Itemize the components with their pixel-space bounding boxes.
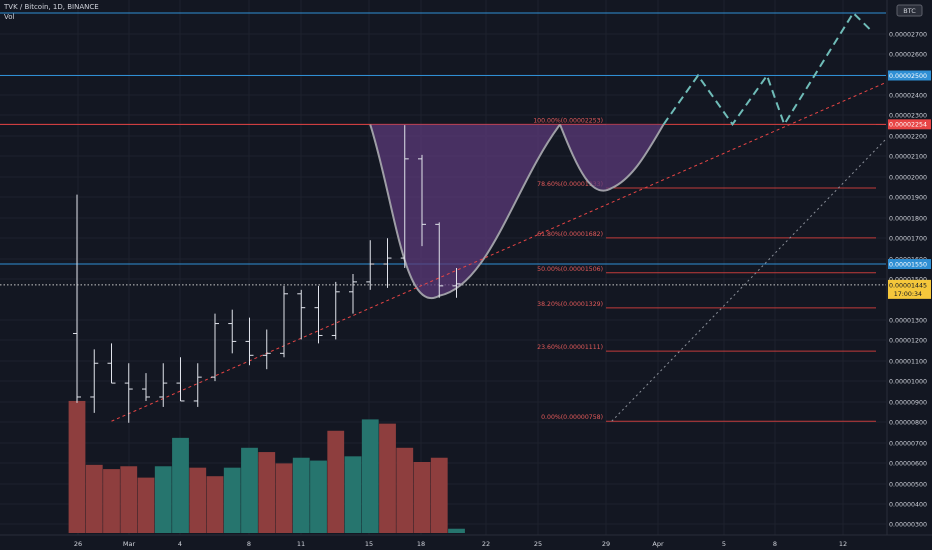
time-tick-label: 15 <box>365 540 373 548</box>
price-tick-label: 0.00002000 <box>889 175 927 182</box>
symbol-title[interactable]: TVK / Bitcoin, 1D, BINANCE <box>4 3 99 11</box>
volume-bars <box>68 400 465 533</box>
volume-bar <box>68 400 86 533</box>
price-tick-label: 0.00000600 <box>889 461 927 468</box>
fib-level-label: 0.00%(0.00000758) <box>541 414 603 421</box>
time-tick-label: Mar <box>123 540 136 548</box>
price-tick-label: 0.00000500 <box>889 482 927 489</box>
price-tick-label: 0.00001000 <box>889 379 927 386</box>
price-tick-label: 0.00002100 <box>889 154 927 161</box>
time-tick-label: 5 <box>722 540 726 548</box>
measured-move-line <box>611 138 887 422</box>
time-tick-label: 18 <box>417 540 425 548</box>
time-axis-panel <box>0 535 932 550</box>
price-tick-label: 0.00001300 <box>889 318 927 325</box>
cup-fill <box>370 124 560 299</box>
support-tag-blue-label: 0.00001550 <box>889 261 927 268</box>
volume-bar <box>223 467 241 533</box>
projection-path <box>662 11 872 127</box>
volume-bar <box>379 423 396 533</box>
candlesticks <box>73 125 461 423</box>
volume-bar <box>413 462 431 533</box>
volume-bar <box>172 437 189 533</box>
handle-outline <box>559 124 665 192</box>
price-tick-label: 0.00000300 <box>889 522 927 529</box>
volume-bar <box>85 464 103 533</box>
volume-bar <box>396 447 414 533</box>
time-tick-label: 8 <box>247 540 251 548</box>
price-tick-label: 0.00002400 <box>889 93 927 100</box>
time-tick-label: 11 <box>297 540 305 548</box>
volume-bar <box>189 467 207 533</box>
time-tick-label: 22 <box>482 540 490 548</box>
volume-bar <box>137 477 155 533</box>
time-tick-label: 12 <box>839 540 847 548</box>
currency-badge-label: BTC <box>903 7 916 15</box>
time-tick-label: 8 <box>773 540 777 548</box>
time-tick-label: Apr <box>652 540 664 548</box>
price-axis: 0.00002700 0.00002600 0.00002400 0.00002300… <box>886 0 932 535</box>
fib-level-label: 78.60%(0.00001933) <box>537 181 603 188</box>
last-price-tag <box>888 279 931 299</box>
last-price-label: 0.00001445 <box>889 282 927 289</box>
volume-bar <box>241 447 258 533</box>
chart-header: TVK / Bitcoin, 1D, BINANCE Vol <box>4 2 99 22</box>
price-tick-label: 0.00001200 <box>889 338 927 345</box>
price-tick-label: 0.00002200 <box>889 134 927 141</box>
price-tick-label: 0.00002700 <box>889 32 927 39</box>
fibonacci-retracement: 100.00%(0.00002253) 78.60%(0.00001933) 61.… <box>533 118 876 422</box>
price-tick-label: 0.00000700 <box>889 441 927 448</box>
trendlines <box>111 81 887 422</box>
time-tick-label: 4 <box>178 540 182 548</box>
volume-bar <box>103 469 120 533</box>
support-tag-blue <box>888 259 931 270</box>
price-tick-label: 0.00001900 <box>889 195 927 202</box>
price-tick-label: 0.00001700 <box>889 236 927 243</box>
volume-bar <box>327 430 345 533</box>
price-tick-label: 0.00002300 <box>889 113 927 120</box>
volume-indicator-label[interactable]: Vol <box>4 13 15 21</box>
price-tick-label: 0.00000400 <box>889 502 927 509</box>
fib-level-label: 50.00%(0.00001506) <box>537 266 603 273</box>
volume-bar <box>275 463 293 533</box>
time-axis: 26 Mar 4 8 11 15 18 22 25 29 Apr 5 8 12 <box>0 534 932 550</box>
volume-bar <box>344 456 362 533</box>
price-tick-label: 0.00000900 <box>889 400 927 407</box>
volume-bar <box>430 457 448 533</box>
bar-countdown-label: 17:00:34 <box>894 291 922 298</box>
resistance-tag-blue-label: 0.00002500 <box>889 73 927 80</box>
fib-level-label: 61.80%(0.00001682) <box>537 231 603 238</box>
time-tick-label: 26 <box>74 540 82 548</box>
resistance-tag-red-label: 0.00002254 <box>889 122 927 129</box>
projected-price-path <box>662 11 872 127</box>
fib-level-label: 100.00%(0.00002253) <box>533 118 603 125</box>
volume-bar <box>154 466 172 533</box>
volume-bar <box>206 476 224 533</box>
resistance-tag-red <box>888 119 931 130</box>
volume-bar <box>310 460 327 533</box>
handle-fill <box>560 124 664 191</box>
time-tick-label: 25 <box>534 540 542 548</box>
price-tick-label: 0.00001800 <box>889 216 927 223</box>
volume-bar <box>448 528 465 533</box>
fib-level-label: 38.20%(0.00001329) <box>537 301 603 308</box>
volume-bar <box>361 419 379 533</box>
price-tick-label: 0.00002600 <box>889 52 927 59</box>
price-tick-label: 0.00000800 <box>889 420 927 427</box>
price-tick-label: 0.00001100 <box>889 359 927 366</box>
volume-bar <box>292 457 310 533</box>
resistance-tag-blue <box>888 70 931 81</box>
fib-level-label: 23.60%(0.00001111) <box>537 344 603 351</box>
time-tick-label: 29 <box>602 540 610 548</box>
currency-badge <box>896 4 923 17</box>
volume-bar <box>120 466 138 533</box>
ascending-trendline <box>111 81 887 422</box>
volume-bar <box>258 452 276 533</box>
